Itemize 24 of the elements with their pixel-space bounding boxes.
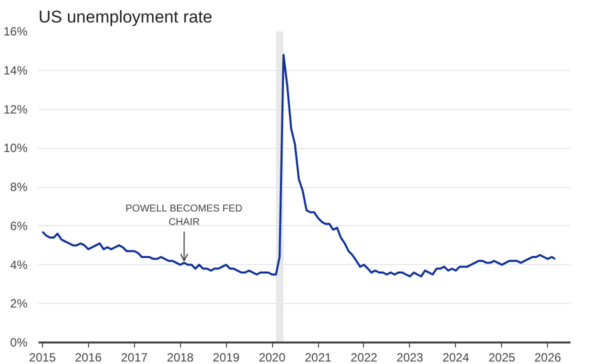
x-tick-label: 2023 [396, 350, 424, 364]
x-tick-label: 2024 [442, 350, 470, 364]
x-tick-label: 2020 [258, 350, 286, 364]
y-tick-label: 0% [10, 336, 28, 350]
y-tick-label: 6% [10, 218, 28, 233]
x-tick-label: 2025 [488, 350, 516, 364]
line-series [41, 54, 556, 278]
x-tick-label: 2019 [212, 350, 240, 364]
y-tick-label: 14% [3, 63, 28, 78]
x-tick-label: 2017 [120, 350, 148, 364]
x-tick-label: 2026 [534, 350, 562, 364]
annotation: POWELL BECOMES FED CHAIR [126, 204, 242, 228]
y-tick-label: 12% [3, 102, 28, 116]
y-tick-label: 10% [3, 141, 28, 156]
chart-title: US unemployment rate [38, 8, 212, 26]
x-tick-label: 2015 [29, 350, 56, 364]
x-tick-label: 2018 [166, 350, 194, 364]
y-tick-label: 16% [3, 24, 28, 38]
x-tick-label: 2022 [350, 350, 378, 364]
y-tick-label: 2% [10, 296, 28, 311]
x-tick-label: 2021 [304, 350, 332, 364]
y-tick-label: 8% [10, 180, 28, 194]
x-tick-label: 2016 [74, 350, 102, 364]
y-tick-label: 4% [10, 258, 28, 272]
